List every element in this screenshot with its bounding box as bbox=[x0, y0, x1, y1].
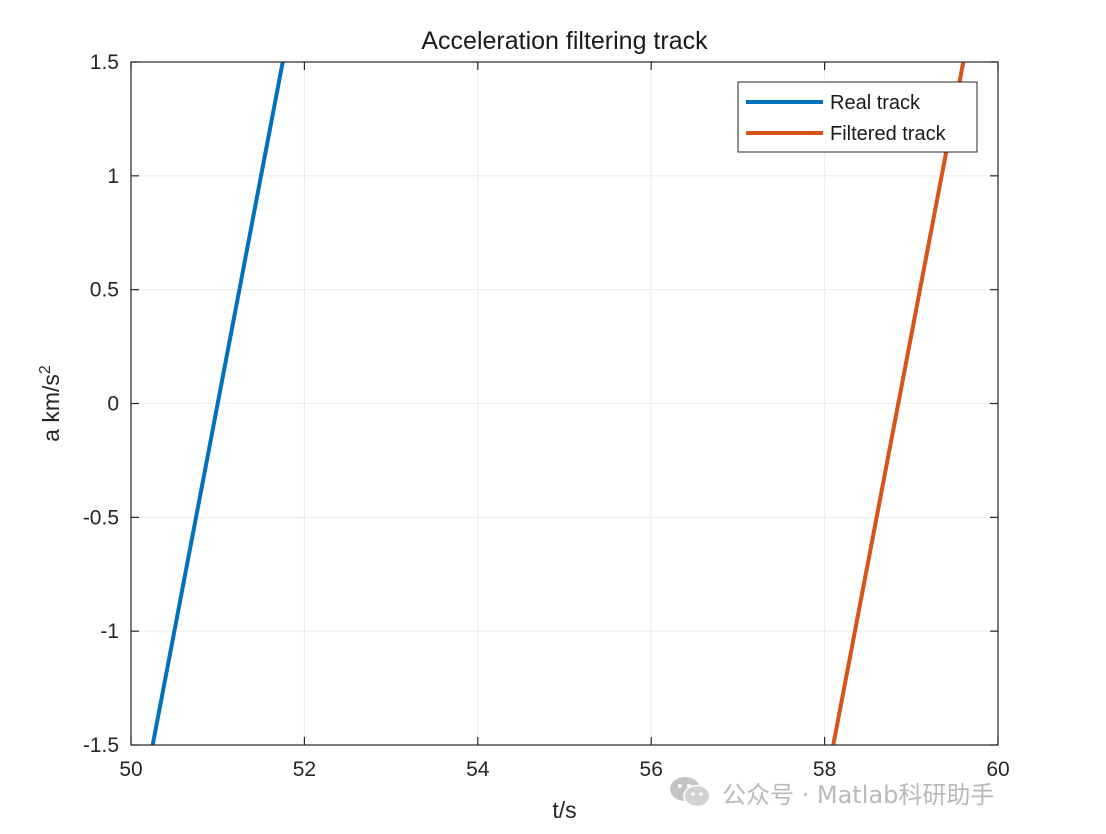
x-tick-label: 60 bbox=[986, 758, 1009, 781]
y-tick-label: -1 bbox=[100, 620, 119, 643]
series-line-2 bbox=[831, 61, 966, 746]
y-axis-title-base: a km/s bbox=[38, 374, 64, 442]
y-tick-label: 1 bbox=[107, 165, 119, 188]
legend-label: Filtered track bbox=[830, 123, 947, 145]
chart-title: Acceleration filtering track bbox=[421, 27, 708, 55]
x-tick-label: 50 bbox=[119, 758, 142, 781]
x-axis-title: t/s bbox=[552, 797, 576, 823]
legend-label: Real track bbox=[830, 92, 921, 114]
series-layer bbox=[150, 61, 966, 746]
legend-box bbox=[737, 81, 978, 153]
watermark: 公众号 · Matlab科研助手 bbox=[668, 772, 994, 812]
wechat-icon bbox=[670, 777, 711, 808]
ticks bbox=[130, 61, 999, 746]
y-axis-title-superscript: 2 bbox=[37, 365, 54, 374]
y-tick-label: -0.5 bbox=[83, 506, 119, 529]
legend: Real track Filtered track bbox=[737, 81, 978, 153]
x-tick-label: 56 bbox=[640, 758, 663, 781]
y-tick-label: 0 bbox=[107, 393, 119, 416]
y-axis-title: a km/s2 bbox=[37, 365, 64, 442]
y-tick-label: 0.5 bbox=[90, 279, 119, 302]
x-tick-label: 54 bbox=[466, 758, 490, 781]
y-tick-label: 1.5 bbox=[90, 51, 119, 74]
watermark-text: 公众号 · Matlab科研助手 bbox=[722, 780, 995, 809]
y-tick-label: -1.5 bbox=[83, 734, 119, 757]
grid bbox=[130, 61, 999, 746]
tick-labels: 50 52 54 56 58 60 -1.5 -1 -0.5 0 0.5 1 1.5 bbox=[83, 51, 1010, 781]
x-tick-label: 52 bbox=[293, 758, 316, 781]
series-line-1 bbox=[150, 61, 285, 746]
x-tick-label: 58 bbox=[813, 758, 836, 781]
